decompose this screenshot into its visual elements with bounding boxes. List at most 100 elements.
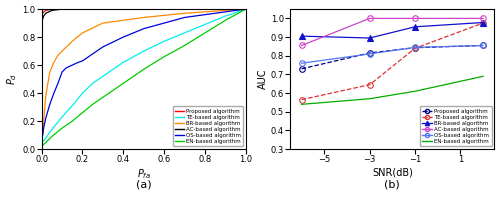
AC-based algorithm bbox=[40, 18, 46, 20]
TE-based algorithm bbox=[480, 22, 486, 24]
EN-based algorithm bbox=[412, 90, 418, 92]
OS-based algorithm bbox=[70, 64, 75, 66]
Y-axis label: AUC: AUC bbox=[258, 69, 268, 89]
BR-based algorithm bbox=[70, 40, 75, 43]
EN-based algorithm bbox=[100, 96, 106, 99]
AC-based algorithm bbox=[366, 17, 372, 20]
EN-based algorithm bbox=[480, 75, 486, 78]
Text: (a): (a) bbox=[136, 180, 152, 190]
EN-based algorithm bbox=[243, 8, 249, 10]
TE-based algorithm bbox=[182, 32, 188, 34]
Line: TE-based algorithm: TE-based algorithm bbox=[42, 9, 246, 143]
OS-based algorithm bbox=[480, 44, 486, 47]
X-axis label: SNR(dB): SNR(dB) bbox=[372, 167, 413, 177]
BR-based algorithm bbox=[243, 8, 249, 10]
Line: OS-based algorithm: OS-based algorithm bbox=[299, 43, 486, 66]
TE-based algorithm bbox=[90, 82, 96, 85]
Y-axis label: $P_d$: $P_d$ bbox=[6, 73, 20, 85]
BR-based algorithm bbox=[42, 95, 48, 97]
BR-based algorithm bbox=[140, 16, 146, 19]
AC-based algorithm bbox=[49, 9, 55, 12]
EN-based algorithm bbox=[366, 97, 372, 100]
EN-based algorithm bbox=[130, 75, 136, 78]
AC-based algorithm bbox=[80, 8, 86, 10]
TE-based algorithm bbox=[202, 23, 208, 26]
OS-based algorithm bbox=[140, 27, 146, 30]
OS-based algorithm bbox=[63, 67, 69, 69]
TE-based algorithm bbox=[130, 55, 136, 58]
OS-based algorithm bbox=[51, 92, 57, 94]
Proposed algorithm bbox=[298, 68, 304, 70]
EN-based algorithm bbox=[80, 111, 86, 114]
TE-based algorithm bbox=[161, 40, 167, 43]
EN-based algorithm bbox=[90, 103, 96, 106]
BR-based algorithm bbox=[366, 37, 372, 39]
TE-based algorithm bbox=[49, 128, 55, 131]
Line: BR-based algorithm: BR-based algorithm bbox=[42, 9, 246, 143]
OS-based algorithm bbox=[80, 60, 86, 62]
AC-based algorithm bbox=[38, 25, 44, 27]
BR-based algorithm bbox=[298, 35, 304, 37]
Proposed algorithm bbox=[100, 8, 106, 10]
TE-based algorithm bbox=[70, 104, 75, 107]
BR-based algorithm bbox=[80, 32, 86, 34]
EN-based algorithm bbox=[49, 135, 55, 138]
BR-based algorithm bbox=[182, 12, 188, 15]
OS-based algorithm bbox=[366, 53, 372, 55]
AC-based algorithm bbox=[243, 8, 249, 10]
Proposed algorithm bbox=[140, 8, 146, 10]
OS-based algorithm bbox=[38, 139, 44, 142]
EN-based algorithm bbox=[59, 127, 65, 129]
Line: TE-based algorithm: TE-based algorithm bbox=[299, 20, 486, 102]
BR-based algorithm bbox=[40, 120, 46, 122]
OS-based algorithm bbox=[243, 8, 249, 10]
Proposed algorithm bbox=[59, 8, 65, 10]
Proposed algorithm bbox=[412, 46, 418, 49]
Proposed algorithm bbox=[38, 25, 44, 27]
TE-based algorithm bbox=[120, 61, 126, 64]
OS-based algorithm bbox=[120, 36, 126, 38]
EN-based algorithm bbox=[70, 120, 75, 122]
BR-based algorithm bbox=[100, 22, 106, 24]
AC-based algorithm bbox=[412, 17, 418, 20]
Line: OS-based algorithm: OS-based algorithm bbox=[42, 9, 246, 141]
AC-based algorithm bbox=[39, 20, 45, 23]
TE-based algorithm bbox=[100, 75, 106, 78]
Legend: Proposed algorithm, TE-based algorithm, BR-based algorithm, AC-based algorithm, : Proposed algorithm, TE-based algorithm, … bbox=[173, 106, 243, 146]
AC-based algorithm bbox=[480, 17, 486, 20]
Proposed algorithm bbox=[243, 8, 249, 10]
OS-based algorithm bbox=[90, 53, 96, 55]
Proposed algorithm bbox=[366, 52, 372, 54]
OS-based algorithm bbox=[42, 117, 48, 120]
BR-based algorithm bbox=[55, 54, 61, 57]
OS-based algorithm bbox=[182, 16, 188, 19]
AC-based algorithm bbox=[42, 12, 48, 15]
OS-based algorithm bbox=[47, 103, 53, 106]
AC-based algorithm bbox=[40, 15, 46, 17]
TE-based algorithm bbox=[59, 116, 65, 118]
X-axis label: $P_{fa}$: $P_{fa}$ bbox=[137, 167, 150, 181]
AC-based algorithm bbox=[298, 44, 304, 47]
Line: Proposed algorithm: Proposed algorithm bbox=[42, 9, 246, 26]
OS-based algorithm bbox=[298, 62, 304, 65]
EN-based algorithm bbox=[161, 55, 167, 58]
TE-based algorithm bbox=[80, 92, 86, 94]
TE-based algorithm bbox=[110, 68, 116, 70]
Proposed algorithm bbox=[40, 12, 46, 15]
OS-based algorithm bbox=[100, 46, 106, 48]
AC-based algorithm bbox=[59, 8, 65, 10]
BR-based algorithm bbox=[59, 50, 65, 52]
Proposed algorithm bbox=[480, 44, 486, 47]
Line: EN-based algorithm: EN-based algorithm bbox=[42, 9, 246, 146]
TE-based algorithm bbox=[243, 8, 249, 10]
BR-based algorithm bbox=[38, 142, 44, 145]
Proposed algorithm bbox=[40, 11, 46, 13]
BR-based algorithm bbox=[412, 26, 418, 28]
Line: AC-based algorithm: AC-based algorithm bbox=[299, 16, 486, 48]
Proposed algorithm bbox=[39, 15, 45, 17]
OS-based algorithm bbox=[40, 127, 46, 129]
EN-based algorithm bbox=[298, 103, 304, 106]
Line: Proposed algorithm: Proposed algorithm bbox=[299, 43, 486, 72]
Line: BR-based algorithm: BR-based algorithm bbox=[298, 19, 486, 42]
BR-based algorithm bbox=[480, 21, 486, 24]
